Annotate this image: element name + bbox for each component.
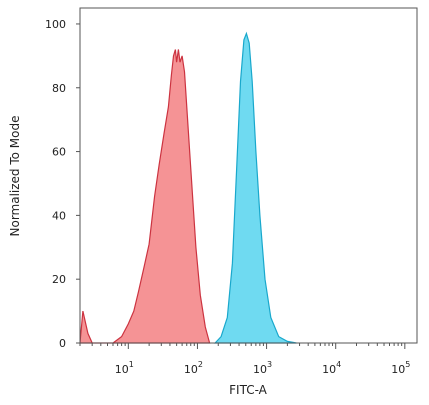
y-tick-label: 20 [52, 273, 66, 286]
y-tick-label: 100 [45, 18, 66, 31]
x-tick-label: 105 [391, 360, 410, 376]
y-tick-label: 60 [52, 146, 66, 159]
plot-frame [79, 7, 418, 344]
histogram-series-1 [79, 49, 211, 344]
x-tick-exponent: 2 [198, 360, 203, 369]
y-tick-label: 80 [52, 82, 66, 95]
x-tick-label: 103 [253, 360, 272, 376]
histogram-series-2 [213, 31, 297, 344]
x-tick-base: 10 [253, 363, 267, 376]
x-tick-exponent: 3 [267, 360, 272, 369]
x-tick-base: 10 [391, 363, 405, 376]
x-tick-label: 102 [184, 360, 203, 376]
y-tick-label: 40 [52, 209, 66, 222]
x-tick-exponent: 1 [129, 360, 134, 369]
x-tick-exponent: 5 [405, 360, 410, 369]
x-tick-base: 10 [322, 363, 336, 376]
x-tick-base: 10 [184, 363, 198, 376]
y-axis-title: Normalized To Mode [8, 115, 22, 236]
x-tick-exponent: 4 [336, 360, 341, 369]
y-tick-label: 0 [59, 337, 66, 350]
series-layer [79, 31, 297, 344]
x-tick-base: 10 [115, 363, 129, 376]
x-axis-title: FITC-A [229, 383, 268, 397]
x-tick-label: 104 [322, 360, 341, 376]
x-tick-label: 101 [115, 360, 134, 376]
